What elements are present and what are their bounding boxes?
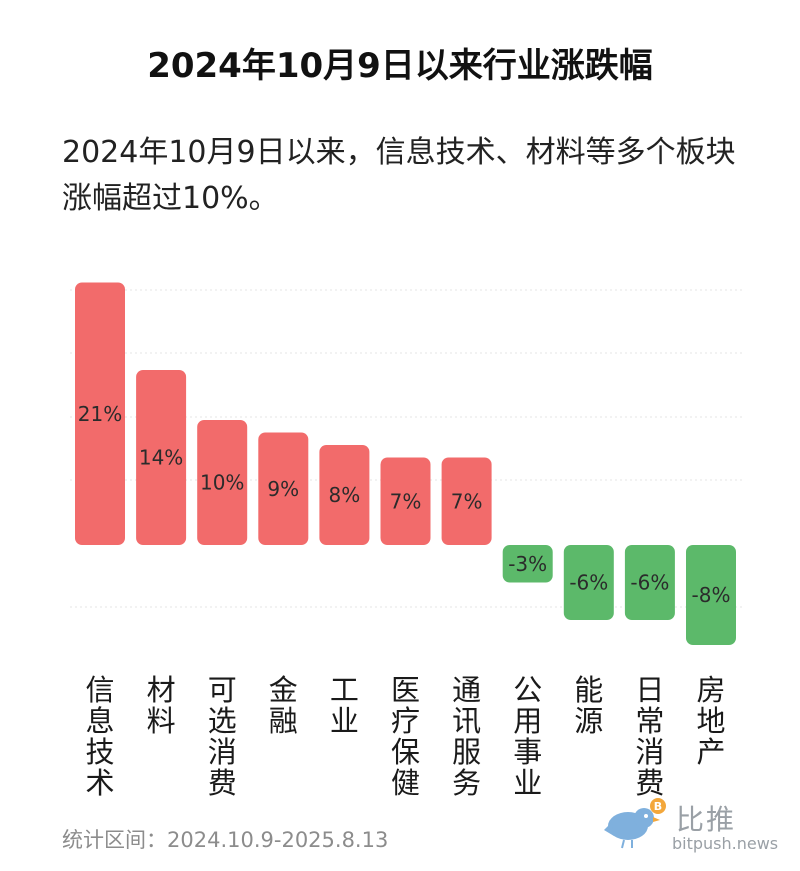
bar-公用事业 [502,545,553,583]
bar-工业 [319,445,370,545]
data-label: 14% [139,446,183,470]
data-label: 7% [451,489,483,513]
chart-subtitle: 2024年10月9日以来，信息技术、材料等多个板块涨幅超过10%。 [62,135,736,216]
bar-能源 [563,545,614,620]
data-label: 21% [78,402,122,426]
category-label: 医疗保健 [391,673,420,800]
category-label: 可选消费 [208,673,237,800]
bar-通讯服务 [441,457,492,545]
bar-信息技术 [75,282,125,545]
bar-日常消费 [624,545,675,620]
bars: 21% 14% 10% 9% 8% 7% 7% -3% -6% -6% -8% [75,282,736,645]
data-label: 9% [267,477,299,501]
data-label: 10% [200,471,244,495]
bird-bitcoin-icon: B [604,798,666,849]
category-label: 能源 [574,673,603,738]
data-label: -8% [692,583,731,607]
data-label: -6% [630,571,669,595]
bar-房地产 [686,545,736,645]
bar-chart: 21% 14% 10% 9% 8% 7% 7% -3% -6% -6% -8% 信息技术 材料 可选消费… [70,282,742,800]
data-label: -3% [508,552,547,576]
brand-url: bitpush.news [672,834,779,853]
category-label: 材料 [147,673,176,738]
brand-name: 比推 [676,803,737,836]
data-label: 8% [329,483,361,507]
bar-医疗保健 [380,457,431,545]
chart-title: 2024年10月9日以来行业涨跌幅 [147,46,653,86]
bar-材料 [136,370,187,545]
data-label: -6% [569,571,608,595]
category-label: 金融 [269,673,298,738]
statistics-period: 统计区间：2024.10.9-2025.8.13 [62,828,389,852]
brand-logo: B 比推 bitpush.news [600,796,790,856]
category-label: 通讯服务 [452,673,481,800]
data-label: 7% [390,489,422,513]
category-label: 日常消费 [635,673,664,800]
bar-金融 [258,432,309,545]
category-label: 房地产 [696,673,725,769]
category-label: 工业 [330,673,359,738]
category-label: 公用事业 [513,673,542,800]
bar-可选消费 [197,420,248,545]
svg-text:B: B [654,800,662,813]
category-label: 信息技术 [85,673,114,800]
